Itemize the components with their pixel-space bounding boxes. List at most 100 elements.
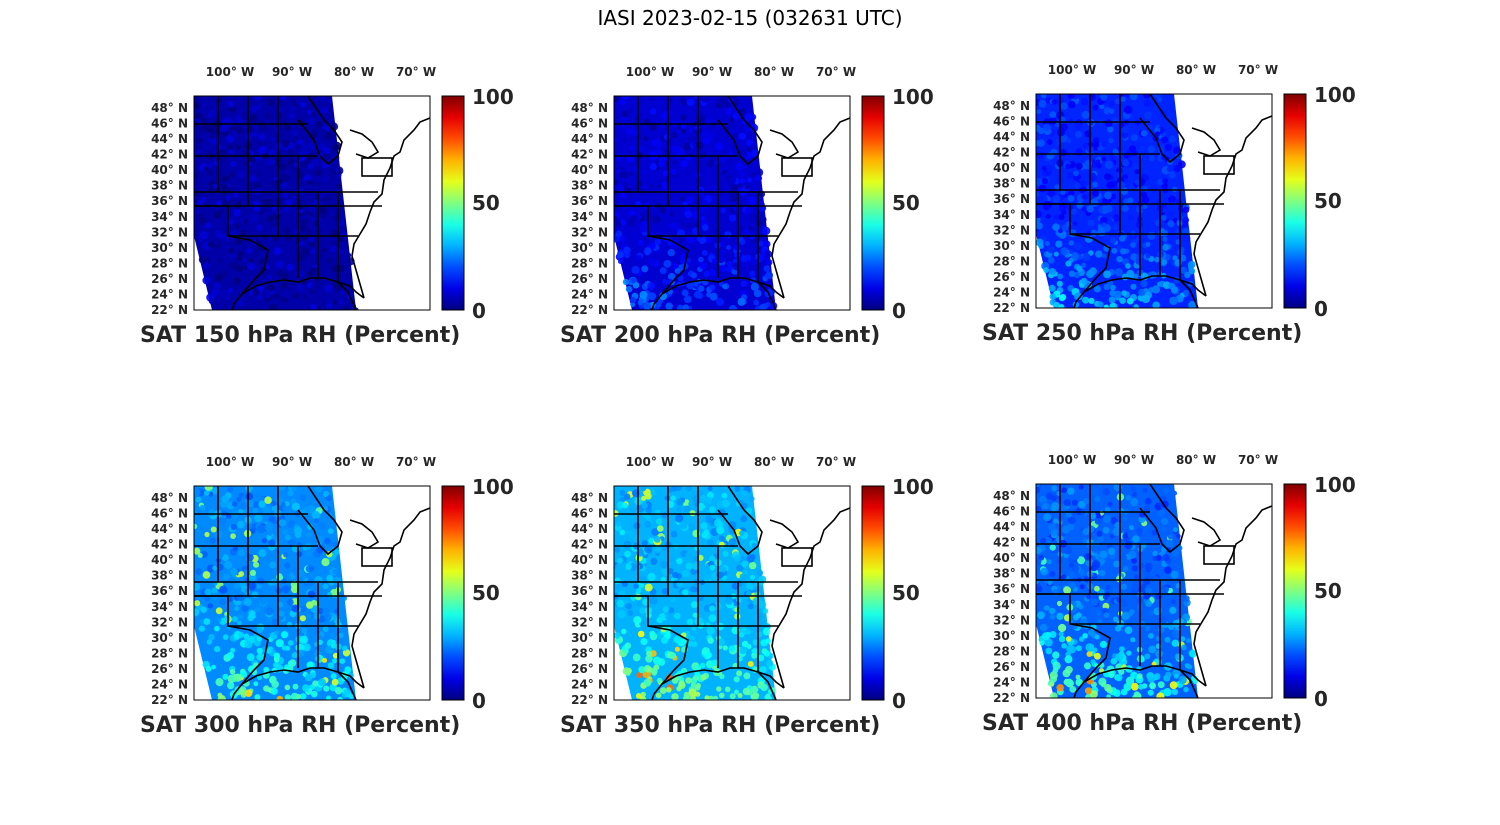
observation-point	[657, 184, 663, 190]
observation-point	[649, 108, 657, 115]
observation-point	[747, 603, 754, 610]
observation-point	[751, 149, 759, 158]
observation-point	[233, 208, 241, 217]
observation-point	[624, 642, 632, 649]
observation-point	[675, 514, 684, 523]
map-svg: 100° W 90° W 80° W 70° W48° N46° N44° N42° …	[560, 65, 934, 348]
observation-point	[314, 486, 323, 493]
observation-point	[1093, 285, 1101, 293]
observation-point	[724, 686, 731, 693]
observation-point	[1065, 665, 1073, 674]
observation-point	[1111, 247, 1118, 254]
observation-point	[230, 568, 238, 576]
observation-point	[236, 255, 243, 262]
observation-point	[616, 184, 624, 193]
observation-point	[640, 691, 646, 698]
map-panel-400hpa: 100° W 90° W 80° W 70° W 48° N 46° N 44° N 42° …	[980, 448, 1360, 748]
observation-point	[746, 581, 754, 590]
observation-point	[249, 611, 257, 619]
observation-point	[344, 666, 352, 674]
observation-point	[682, 569, 690, 578]
observation-point	[619, 99, 626, 106]
observation-point	[270, 687, 278, 695]
observation-point	[283, 206, 290, 213]
observation-point	[681, 128, 687, 134]
observation-point	[638, 145, 645, 153]
observation-point	[719, 692, 725, 699]
observation-point	[644, 545, 653, 554]
observation-point	[262, 211, 269, 219]
observation-point	[762, 608, 769, 614]
observation-point	[1188, 300, 1197, 308]
observation-point	[204, 531, 210, 538]
observation-point	[1059, 293, 1067, 301]
observation-point	[305, 631, 313, 638]
observation-point	[256, 224, 263, 231]
observation-point	[1173, 146, 1181, 154]
observation-point	[1134, 169, 1140, 175]
observation-point	[757, 240, 764, 247]
observation-point	[253, 561, 260, 568]
observation-point	[285, 534, 291, 541]
colorbar-tick-label: 0	[1314, 297, 1328, 321]
observation-point	[1100, 681, 1107, 688]
observation-point	[203, 618, 211, 625]
observation-point	[342, 645, 348, 651]
observation-point	[699, 662, 706, 669]
observation-point	[1165, 539, 1174, 548]
latitude-tick-label: 34° N	[993, 208, 1030, 222]
latitude-tick-label: 46° N	[993, 505, 1030, 519]
observation-point	[337, 298, 345, 305]
observation-point	[631, 265, 640, 274]
observation-point	[1125, 676, 1135, 685]
observation-point	[766, 659, 774, 667]
observation-point	[258, 549, 267, 557]
observation-point	[729, 214, 737, 222]
observation-point	[648, 596, 656, 605]
observation-point	[236, 264, 244, 272]
observation-point	[208, 298, 214, 304]
observation-point	[701, 532, 708, 539]
observation-point	[686, 618, 694, 626]
observation-point	[321, 558, 330, 567]
observation-point	[725, 245, 731, 250]
observation-point	[1147, 689, 1154, 696]
observation-point	[673, 635, 682, 644]
observation-point	[747, 215, 755, 223]
observation-point	[201, 250, 210, 259]
observation-point	[258, 139, 266, 147]
observation-point	[752, 648, 758, 654]
observation-point	[622, 667, 631, 676]
observation-point	[1080, 98, 1089, 106]
observation-point	[1139, 145, 1145, 152]
longitude-tick-label: 80° W	[334, 455, 374, 469]
observation-point	[759, 666, 767, 673]
observation-point	[762, 226, 771, 235]
observation-point	[278, 486, 287, 491]
observation-point	[1120, 248, 1127, 255]
observation-point	[325, 645, 334, 655]
observation-point	[230, 647, 236, 653]
observation-point	[273, 630, 279, 636]
observation-point	[207, 170, 213, 176]
observation-point	[317, 639, 323, 645]
latitude-tick-label: 44° N	[993, 520, 1030, 534]
observation-point	[253, 681, 259, 687]
latitude-tick-label: 48° N	[993, 489, 1030, 503]
observation-point	[1067, 171, 1074, 179]
latitude-tick-label: 30° N	[151, 631, 188, 645]
observation-point	[1036, 109, 1042, 114]
observation-point	[252, 203, 261, 211]
observation-point	[1059, 134, 1068, 143]
observation-point	[1082, 252, 1091, 262]
observation-point	[620, 192, 626, 199]
observation-point	[1154, 241, 1161, 248]
observation-point	[1167, 211, 1174, 217]
observation-point	[668, 607, 675, 614]
observation-point	[627, 610, 634, 616]
observation-point	[635, 593, 642, 601]
observation-point	[1045, 164, 1053, 172]
latitude-tick-label: 28° N	[993, 644, 1030, 658]
observation-point	[272, 569, 279, 575]
observation-point	[209, 537, 216, 544]
